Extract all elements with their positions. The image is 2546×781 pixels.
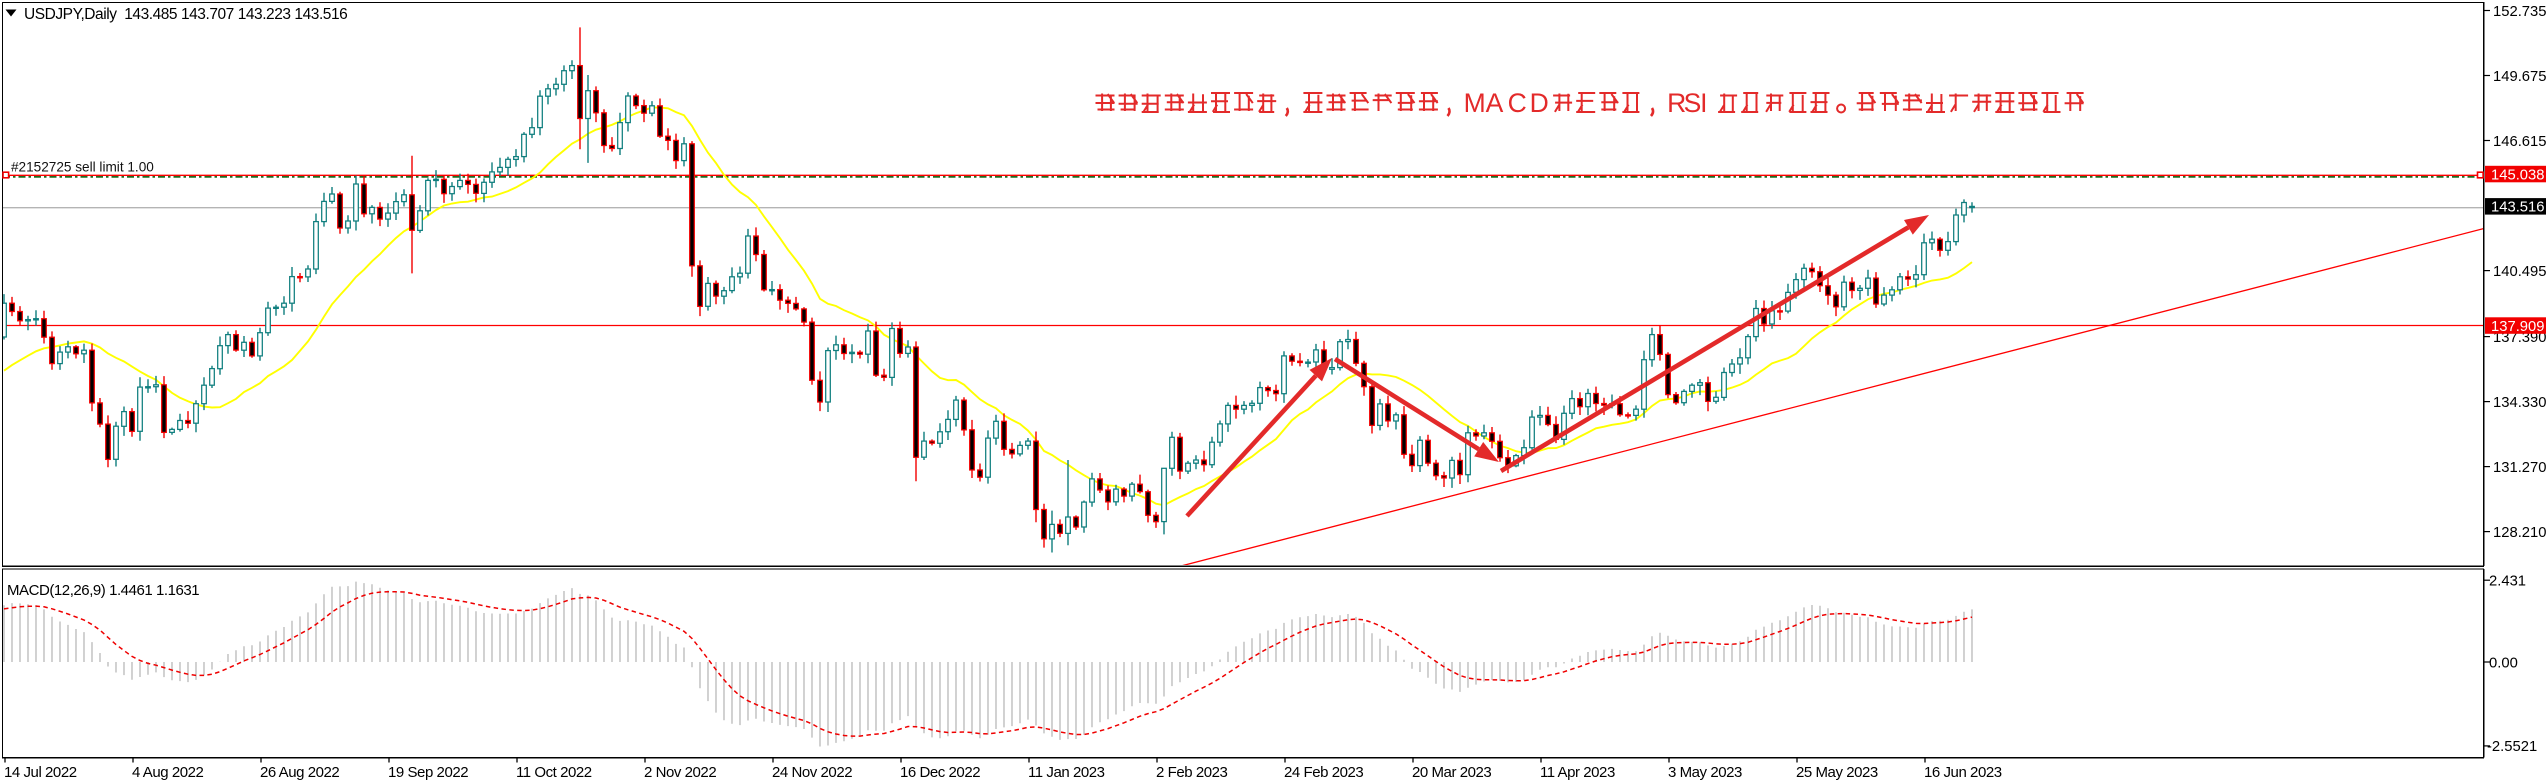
- svg-text:24 Nov 2022: 24 Nov 2022: [772, 764, 852, 781]
- svg-text:0.00: 0.00: [2489, 655, 2518, 671]
- svg-text:16 Dec 2022: 16 Dec 2022: [900, 764, 980, 781]
- svg-text:2.431: 2.431: [2489, 574, 2526, 590]
- svg-text:131.270: 131.270: [2493, 460, 2546, 476]
- svg-text:20 Mar 2023: 20 Mar 2023: [1412, 764, 1491, 781]
- svg-text:128.210: 128.210: [2493, 525, 2546, 541]
- svg-text:146.615: 146.615: [2493, 134, 2546, 150]
- svg-text:M: M: [1464, 88, 1486, 118]
- svg-text:19 Sep 2022: 19 Sep 2022: [388, 764, 468, 781]
- svg-text:11 Jan 2023: 11 Jan 2023: [1028, 764, 1105, 781]
- svg-text:16 Jun 2023: 16 Jun 2023: [1924, 764, 2002, 781]
- svg-text:2 Nov 2022: 2 Nov 2022: [644, 764, 716, 781]
- svg-text:140.495: 140.495: [2493, 264, 2546, 280]
- svg-text:I: I: [1700, 88, 1707, 118]
- svg-text:3 May 2023: 3 May 2023: [1668, 764, 1742, 781]
- svg-text:24 Feb 2023: 24 Feb 2023: [1284, 764, 1363, 781]
- svg-text:4 Aug 2022: 4 Aug 2022: [132, 764, 204, 781]
- svg-text:25 May 2023: 25 May 2023: [1796, 764, 1878, 781]
- svg-text:11 Apr 2023: 11 Apr 2023: [1540, 764, 1615, 781]
- svg-text:USDJPY,Daily 143.485 143.707: USDJPY,Daily 143.485 143.707 143.223 143…: [24, 6, 347, 23]
- svg-text:26 Aug 2022: 26 Aug 2022: [260, 764, 339, 781]
- svg-text:S: S: [1684, 88, 1702, 118]
- svg-text:A: A: [1486, 88, 1504, 118]
- svg-text:MACD(12,26,9) 1.4461 1.1631: MACD(12,26,9) 1.4461 1.1631: [7, 582, 199, 599]
- svg-text:143.516: 143.516: [2491, 200, 2545, 216]
- svg-text:D: D: [1530, 88, 1549, 118]
- svg-text:134.330: 134.330: [2493, 395, 2546, 411]
- svg-text:#2152725 sell limit 1.00: #2152725 sell limit 1.00: [11, 160, 154, 175]
- svg-text:137.390: 137.390: [2493, 330, 2546, 346]
- svg-text:11 Oct 2022: 11 Oct 2022: [516, 764, 592, 781]
- svg-text:152.735: 152.735: [2493, 4, 2546, 20]
- svg-text:149.675: 149.675: [2493, 69, 2546, 85]
- svg-text:145.038: 145.038: [2491, 167, 2545, 183]
- svg-text:C: C: [1508, 88, 1527, 118]
- svg-text:14 Jul 2022: 14 Jul 2022: [4, 764, 77, 781]
- svg-text:R: R: [1667, 88, 1686, 118]
- svg-text:2 Feb 2023: 2 Feb 2023: [1156, 764, 1228, 781]
- svg-text:-2.5521: -2.5521: [2487, 739, 2537, 755]
- svg-text:137.909: 137.909: [2491, 319, 2545, 335]
